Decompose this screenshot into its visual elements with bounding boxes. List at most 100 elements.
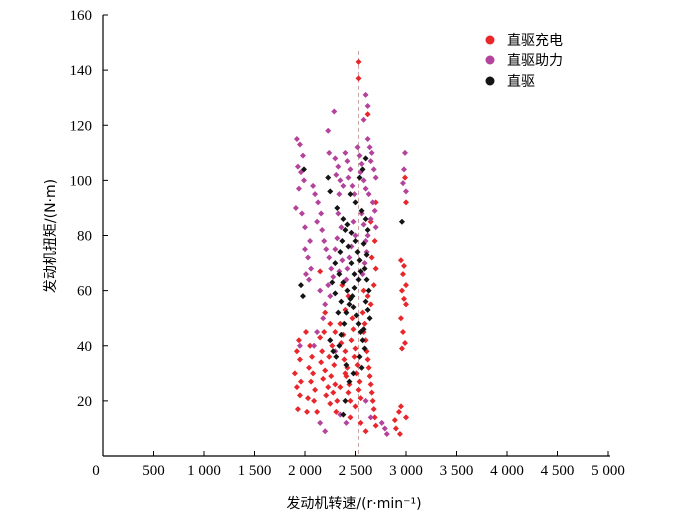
data-point (360, 116, 367, 123)
data-point (333, 353, 340, 360)
data-point (372, 174, 379, 181)
data-point (403, 188, 409, 195)
data-point (397, 257, 404, 264)
data-point (401, 174, 408, 181)
data-point (337, 411, 344, 418)
data-point (330, 389, 337, 396)
data-point (319, 226, 326, 233)
data-point (295, 185, 302, 192)
data-point (403, 414, 409, 421)
data-point (366, 315, 373, 322)
data-point (401, 339, 408, 346)
data-point (302, 246, 308, 253)
data-point (349, 315, 356, 322)
y-tick-label: 100 (70, 173, 93, 189)
data-point (307, 342, 314, 349)
y-tick-label: 60 (77, 284, 92, 300)
x-axis-label: 发动机转速/(r·min⁻¹) (286, 496, 421, 512)
data-point (396, 430, 403, 437)
data-point (357, 419, 364, 426)
data-point (342, 348, 349, 355)
data-point (364, 306, 371, 313)
data-point (328, 265, 335, 272)
data-point (397, 403, 404, 410)
data-point (339, 238, 346, 245)
data-point (344, 221, 351, 228)
data-point (330, 273, 337, 280)
data-point (371, 207, 378, 214)
x-tick-label: 2 000 (288, 463, 322, 479)
data-point (399, 180, 406, 187)
data-point (293, 384, 300, 391)
data-point (356, 378, 363, 385)
data-point (341, 356, 348, 363)
data-point (347, 397, 354, 404)
data-point (309, 353, 316, 360)
x-tick-label: 1 500 (238, 463, 272, 479)
data-point (335, 309, 342, 316)
data-point (372, 199, 379, 206)
data-point (340, 182, 347, 189)
data-point (366, 144, 373, 151)
data-point (340, 411, 347, 418)
x-tick-label: 3 500 (440, 463, 474, 479)
data-point (372, 265, 379, 272)
data-point (372, 224, 379, 231)
y-tick-label: 160 (70, 8, 93, 24)
data-point (322, 428, 329, 435)
data-point (364, 293, 371, 300)
data-point (299, 293, 306, 300)
data-point (327, 400, 334, 407)
data-point (314, 328, 321, 335)
data-point (401, 149, 408, 156)
data-point (371, 238, 378, 245)
data-point (320, 375, 327, 382)
data-points-layer (291, 58, 409, 437)
data-point (364, 232, 371, 239)
data-point (315, 199, 322, 206)
y-tick-label: 20 (77, 394, 92, 410)
data-point (392, 425, 399, 432)
series-group (297, 155, 405, 418)
data-point (369, 199, 376, 206)
y-tick-label: 80 (77, 229, 92, 245)
data-point (342, 226, 349, 233)
data-point (321, 238, 328, 245)
data-point (369, 397, 376, 404)
y-tick-label: 120 (70, 118, 93, 134)
data-point (356, 174, 363, 181)
data-point (293, 348, 300, 355)
x-tick-label: 4 500 (541, 463, 575, 479)
data-point (314, 218, 321, 225)
data-point (305, 254, 312, 261)
data-point (326, 149, 333, 156)
data-point (325, 282, 332, 289)
data-point (300, 177, 307, 184)
data-point (296, 356, 303, 363)
data-point (338, 331, 345, 338)
data-point (333, 408, 340, 415)
data-point (350, 218, 357, 225)
data-point (353, 312, 360, 319)
data-point (400, 166, 407, 173)
data-point (350, 304, 357, 311)
data-point (357, 268, 364, 275)
data-point (322, 301, 329, 308)
data-point (364, 356, 371, 363)
data-point (340, 279, 347, 286)
data-point (340, 215, 347, 222)
data-point (345, 174, 352, 181)
data-point (303, 328, 310, 335)
data-point (400, 295, 407, 302)
data-point (314, 408, 321, 415)
data-point (321, 328, 328, 335)
data-point (360, 326, 367, 333)
data-point (343, 309, 350, 316)
data-point (370, 166, 377, 173)
data-point (403, 282, 409, 289)
data-point (351, 271, 358, 278)
data-point (328, 373, 335, 380)
data-point (352, 403, 359, 410)
data-point (378, 419, 385, 426)
data-point (304, 408, 311, 415)
